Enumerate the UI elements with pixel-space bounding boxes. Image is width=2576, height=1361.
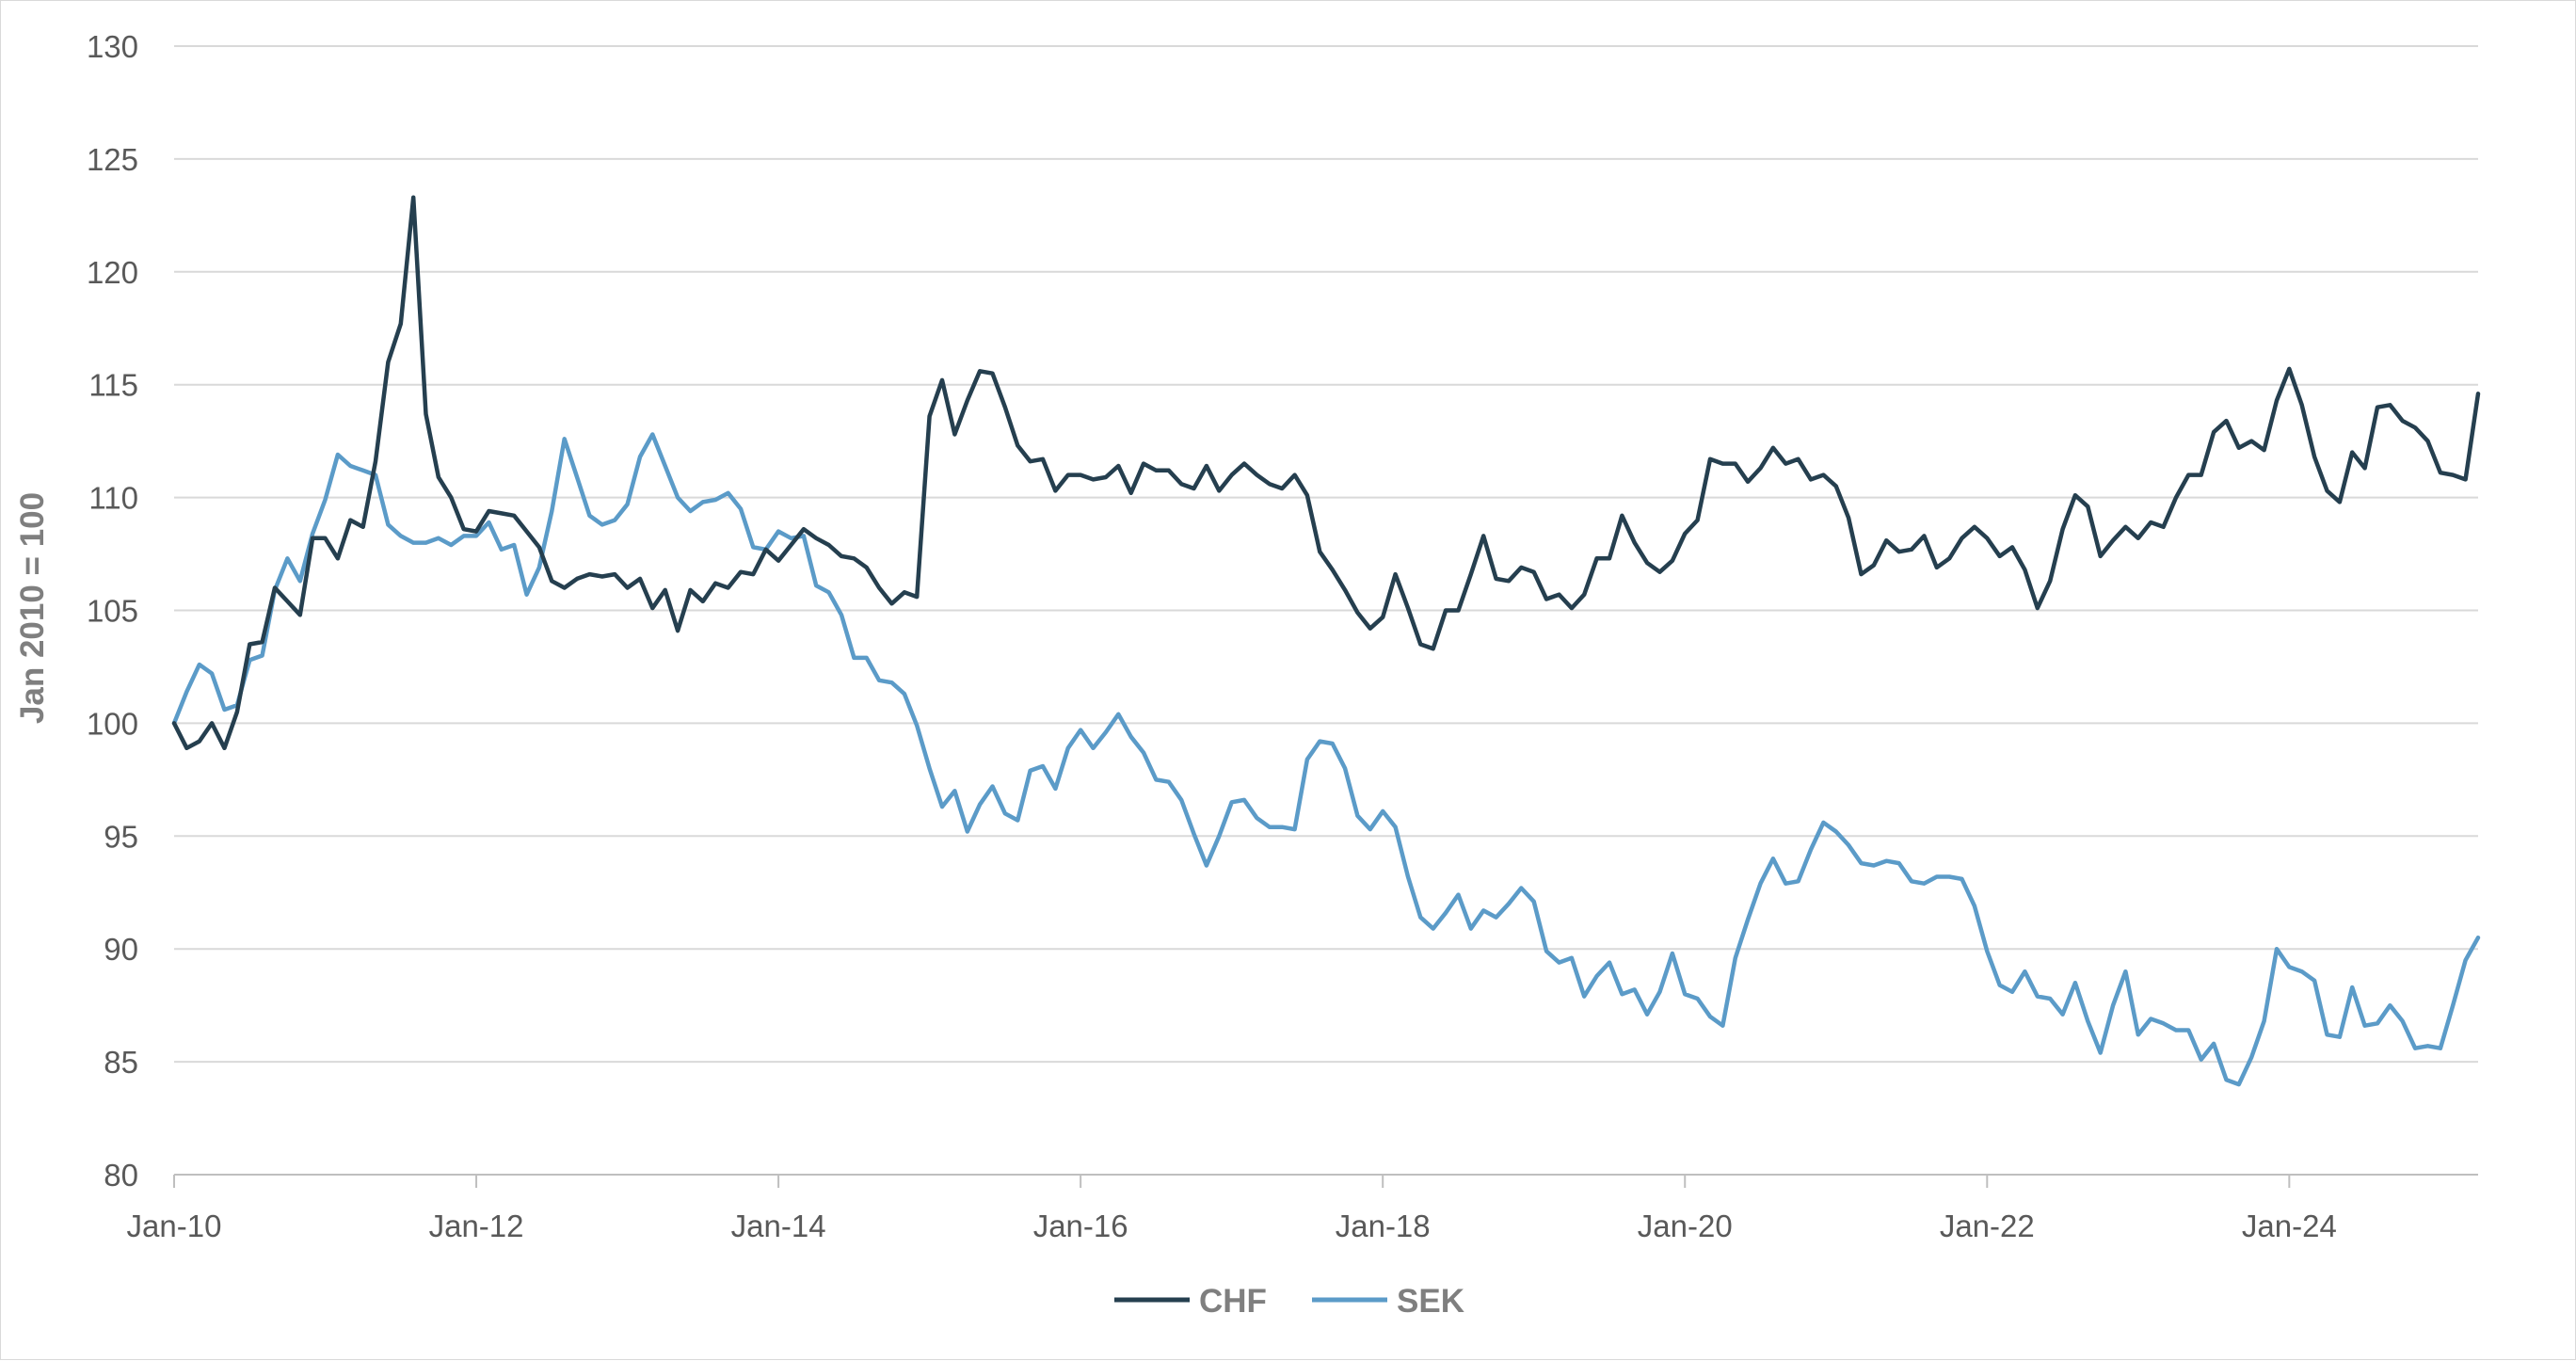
x-tick-label: Jan-24 — [2242, 1209, 2337, 1243]
x-tick-label: Jan-12 — [429, 1209, 524, 1243]
x-tick-label: Jan-18 — [1336, 1209, 1431, 1243]
x-tick-label: Jan-22 — [1940, 1209, 2035, 1243]
series-line-sek — [171, 432, 2481, 1087]
gridlines — [174, 45, 2478, 1064]
y-tick-label: 115 — [88, 368, 138, 403]
legend: CHF SEK — [1114, 1283, 1464, 1320]
y-tick-label: 130 — [87, 29, 138, 64]
x-axis: Jan-10 Jan-12 Jan-14 Jan-16 Jan-18 Jan-20 Jan-… — [127, 1174, 2478, 1243]
y-tick-label: 95 — [104, 819, 138, 854]
legend-label-sek: SEK — [1397, 1283, 1464, 1320]
x-tick-label: Jan-20 — [1638, 1209, 1733, 1243]
x-tick-label: Jan-10 — [127, 1209, 222, 1243]
series-lines — [171, 195, 2481, 1087]
y-tick-label: 85 — [104, 1045, 138, 1080]
y-tick-label: 105 — [87, 594, 138, 629]
y-tick-label: 125 — [87, 142, 138, 177]
y-axis-title: Jan 2010 = 100 — [14, 492, 51, 724]
legend-label-chf: CHF — [1199, 1283, 1267, 1320]
y-tick-label: 100 — [87, 706, 138, 741]
y-tick-label: 90 — [104, 932, 138, 967]
y-tick-label: 120 — [87, 255, 138, 290]
x-tick-label: Jan-16 — [1033, 1209, 1128, 1243]
series-line-chf — [171, 195, 2481, 751]
x-tick-label: Jan-14 — [731, 1209, 826, 1243]
y-tick-label: 80 — [104, 1158, 138, 1193]
y-tick-label: 110 — [88, 481, 138, 516]
y-axis-ticks: 80 85 90 95 100 105 110 115 120 125 130 — [87, 29, 138, 1193]
